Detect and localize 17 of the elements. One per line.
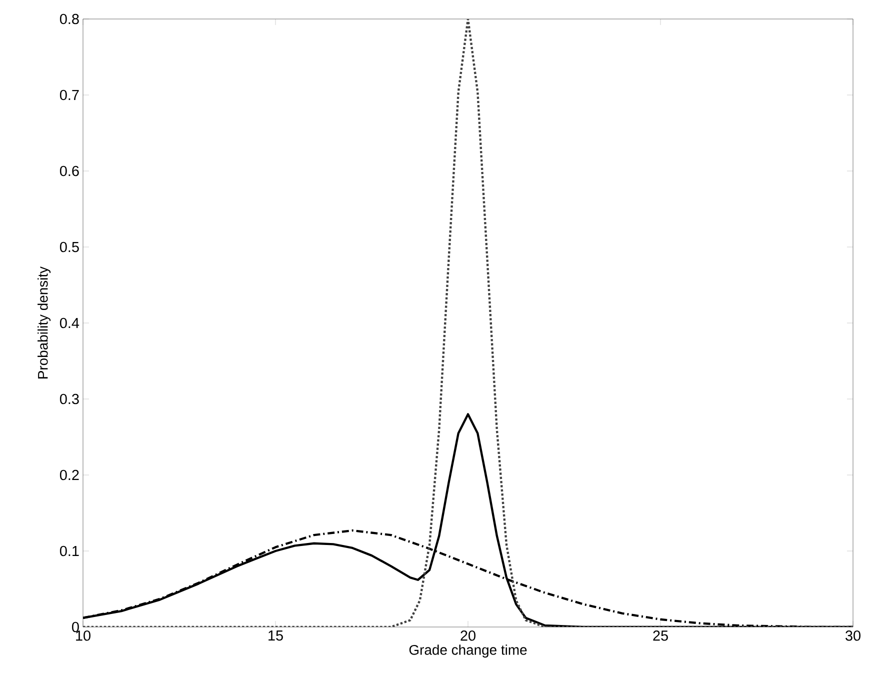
y-tick-label: 0.3 — [60, 394, 79, 404]
y-axis-title: Probability density — [38, 266, 51, 378]
y-tick-label: 0.8 — [60, 14, 79, 24]
y-tick-label: 0.1 — [60, 546, 79, 556]
x-axis-title: Grade change time — [409, 644, 527, 658]
x-tick-label: 10 — [76, 630, 90, 641]
y-tick-label: 0 — [72, 622, 79, 632]
y-tick-label: 0.7 — [60, 90, 79, 100]
y-tick-label: 0.6 — [60, 166, 79, 176]
x-tick-label: 25 — [653, 630, 668, 641]
y-tick-label: 0.4 — [60, 318, 80, 328]
line-series — [83, 18, 854, 627]
y-tick-label: 0.2 — [60, 470, 79, 480]
y-tick-label: 0.5 — [60, 242, 79, 252]
x-tick-label: 15 — [268, 630, 283, 641]
x-tick-label: 30 — [846, 630, 860, 641]
x-tick-label: 20 — [460, 630, 476, 641]
